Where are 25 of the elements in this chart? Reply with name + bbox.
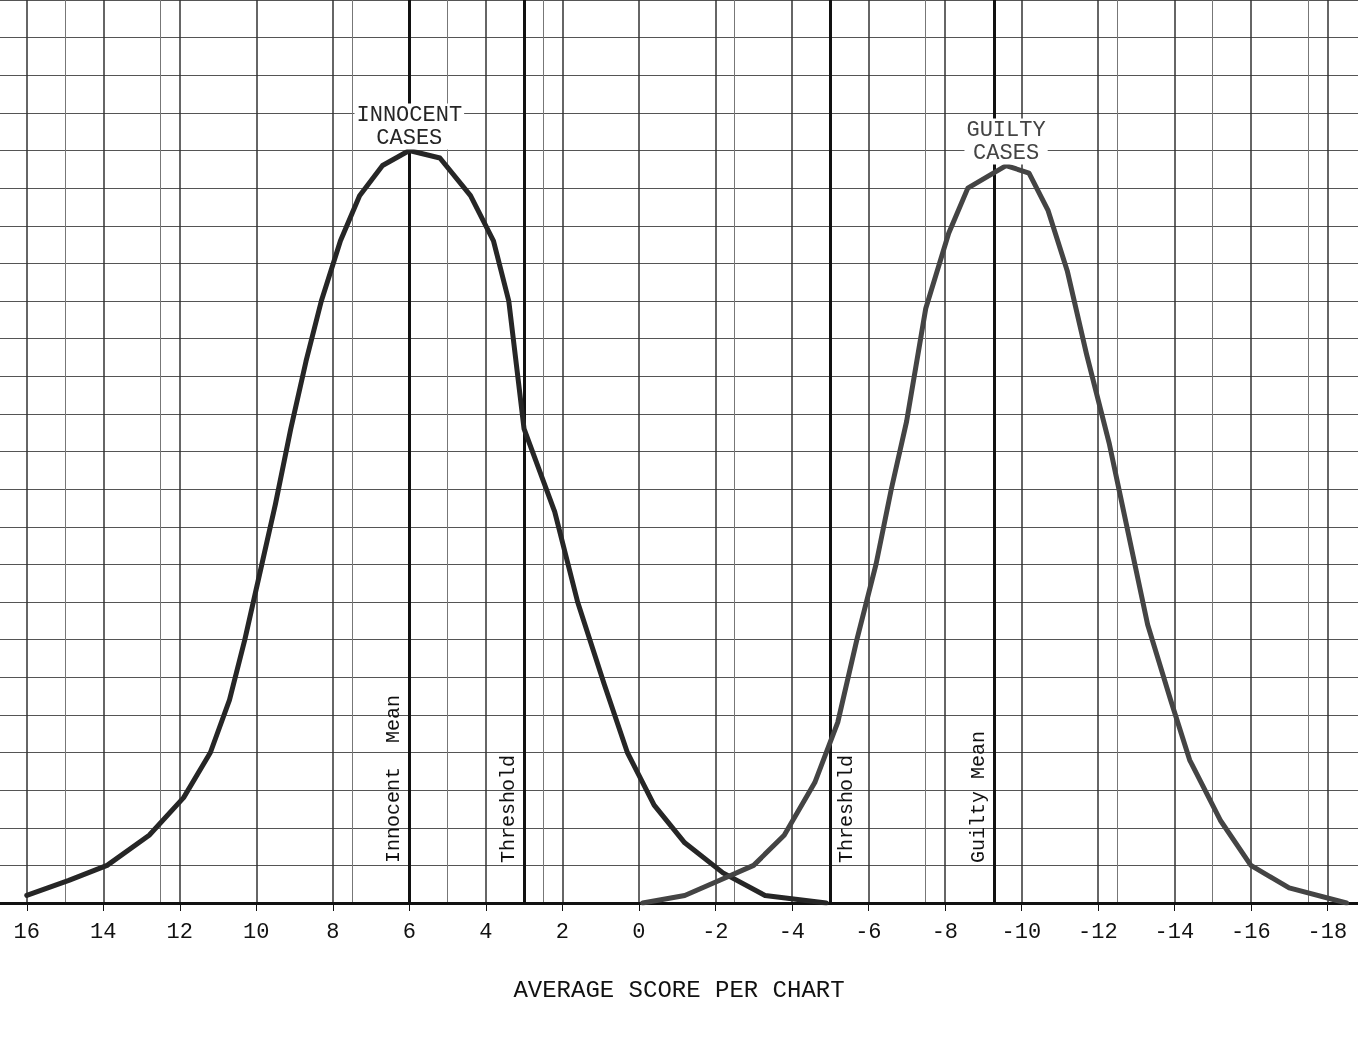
x-tick-label: 4 (479, 919, 493, 945)
ref-line-label: Threshold (496, 754, 520, 863)
ref-line-label: Threshold (834, 754, 858, 863)
x-tick-label: 2 (555, 919, 569, 945)
x-tick-label: -10 (1001, 919, 1042, 945)
series-label: INNOCENT CASES (356, 102, 463, 151)
x-tick-label: -16 (1231, 919, 1271, 945)
series-label: GUILTY CASES (966, 117, 1046, 166)
x-tick-label: -2 (702, 919, 729, 945)
x-tick-label: -8 (931, 919, 959, 945)
x-tick-label: 10 (243, 919, 270, 945)
x-tick-label: -12 (1078, 919, 1118, 945)
ref-line-label: Innocent Mean (381, 694, 405, 863)
ref-line-label: Guilty Mean (967, 730, 991, 863)
x-tick-label: 12 (166, 919, 193, 945)
x-tick-label: -6 (855, 919, 882, 945)
x-tick-label: 16 (13, 919, 40, 945)
x-tick-label: -14 (1154, 919, 1195, 945)
x-tick-label: 14 (90, 919, 117, 945)
x-tick-label: 6 (402, 919, 416, 945)
x-tick-label: -18 (1307, 919, 1348, 945)
x-axis-title: AVERAGE SCORE PER CHART (513, 976, 845, 1004)
x-tick-label: 0 (632, 919, 646, 945)
x-tick-label: -4 (778, 919, 806, 945)
x-tick-label: 8 (326, 919, 340, 945)
